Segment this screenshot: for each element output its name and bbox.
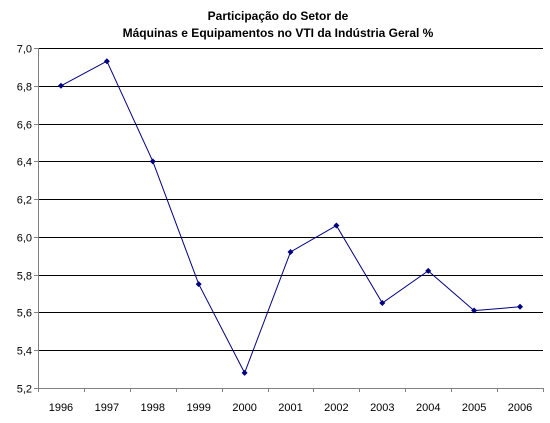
data-point <box>149 158 156 165</box>
data-point <box>517 303 524 310</box>
y-tick-label: 5,4 <box>17 346 32 358</box>
x-tick-label: 2003 <box>370 402 394 414</box>
data-point <box>287 249 294 255</box>
x-tick-labels: 1996 1997 1998 1999 2000 2001 2002 2003 2004 2005… <box>49 402 533 414</box>
x-tick-label: 2000 <box>232 402 256 414</box>
x-tick-label: 2006 <box>508 402 532 414</box>
axes <box>34 48 544 392</box>
y-tick-labels: 5,2 5,4 5,6 5,8 6,0 6,2 6,4 6,6 6,8 7,0 <box>17 44 32 396</box>
chart-title: Participação do Setor de <box>208 9 349 23</box>
data-point <box>195 281 202 288</box>
y-tick-label: 6,0 <box>17 233 32 245</box>
chart-subtitle: Máquinas e Equipamentos no VTI da Indúst… <box>123 26 434 40</box>
x-tick-label: 2001 <box>278 402 302 414</box>
x-tick-label: 2004 <box>416 402 440 414</box>
data-point <box>333 222 340 229</box>
x-tick-label: 1999 <box>186 402 210 414</box>
x-tick-label: 2002 <box>324 402 348 414</box>
series-line <box>60 60 521 375</box>
data-point <box>241 369 248 376</box>
data-point <box>57 82 64 89</box>
series <box>57 58 524 376</box>
data-point <box>471 307 478 314</box>
x-tick-label: 1996 <box>49 402 73 414</box>
y-tick-label: 5,8 <box>17 271 32 283</box>
y-tick-label: 6,4 <box>17 157 32 169</box>
y-tick-label: 6,2 <box>17 195 32 207</box>
y-tick-label: 5,2 <box>17 384 32 396</box>
y-tick-label: 7,0 <box>17 44 32 56</box>
data-point <box>103 58 110 65</box>
data-point <box>379 300 386 306</box>
y-tick-label: 6,8 <box>17 82 32 94</box>
data-point <box>425 267 432 274</box>
x-tick-label: 2005 <box>462 402 486 414</box>
y-tick-label: 5,6 <box>17 308 32 320</box>
y-tick-label: 6,6 <box>17 120 32 132</box>
x-tick-label: 1998 <box>141 402 165 414</box>
grid <box>38 48 543 351</box>
x-tick-label: 1997 <box>95 402 119 414</box>
